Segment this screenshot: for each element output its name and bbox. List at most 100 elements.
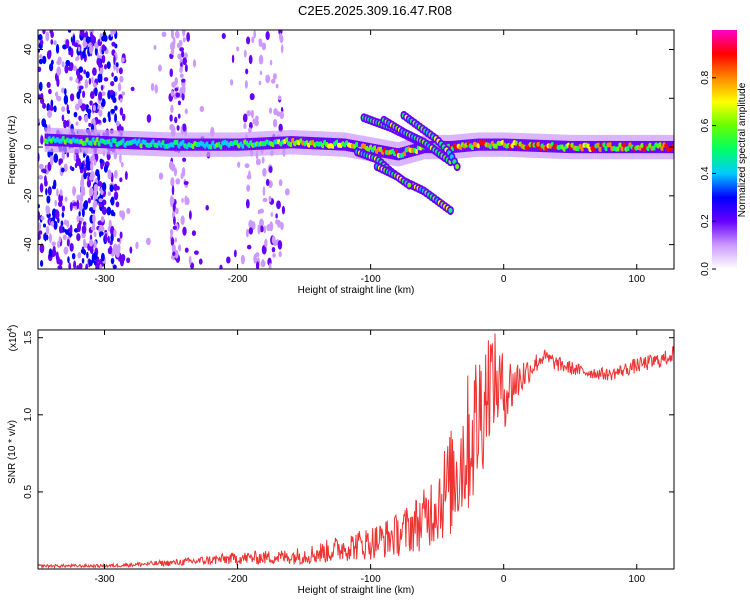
heatmap-cell — [177, 113, 181, 119]
heatmap-cell — [97, 220, 103, 226]
heatmap-cell — [83, 167, 87, 173]
y-tick-label: 0 — [23, 144, 34, 150]
heatmap-cell — [90, 226, 96, 231]
heatmap-cell — [53, 220, 58, 230]
heatmap-cell — [179, 73, 184, 79]
heatmap-cell — [172, 36, 176, 47]
heatmap-cell — [40, 215, 45, 221]
heatmap-cell — [219, 264, 223, 269]
heatmap-cell — [87, 160, 91, 170]
heatmap-cell — [119, 75, 124, 83]
heatmap-cell — [246, 244, 252, 250]
heatmap-cell — [78, 201, 84, 212]
heatmap-cell — [174, 87, 179, 92]
heatmap-cell — [98, 63, 103, 68]
heatmap-cell — [101, 91, 106, 96]
heatmap-cell — [76, 215, 80, 223]
heatmap-cell — [170, 104, 174, 114]
heatmap-cell — [93, 240, 97, 249]
heatmap-cell — [407, 182, 412, 188]
colorbar-bar — [712, 30, 737, 269]
heatmap-cell — [173, 216, 176, 226]
heatmap-cell — [174, 237, 178, 243]
heatmap-cell — [221, 33, 226, 39]
heatmap-cell — [170, 48, 175, 55]
heatmap-cell — [112, 212, 116, 217]
heatmap-cell — [107, 235, 110, 244]
heatmap-cell — [277, 240, 283, 250]
heatmap-cell — [248, 227, 253, 235]
heatmap-cell — [255, 158, 261, 166]
heatmap-cell — [87, 197, 91, 204]
heatmap-cell — [38, 81, 43, 92]
heatmap-cell — [182, 123, 187, 132]
heatmap-cell — [184, 247, 189, 253]
heatmap-cell — [101, 44, 106, 52]
heatmap-cell — [113, 229, 117, 238]
heatmap-cell — [262, 197, 268, 203]
heatmap-cell — [277, 95, 282, 101]
heatmap-cell — [98, 203, 103, 208]
heatmap-cell — [110, 257, 115, 265]
heatmap-cell — [101, 54, 106, 64]
heatmap-cell — [275, 83, 279, 89]
heatmap-cell — [92, 67, 97, 76]
heatmap-cell — [73, 260, 77, 269]
heatmap-cell — [174, 116, 178, 124]
heatmap-cell — [63, 94, 69, 105]
spectrogram-frame — [37, 29, 675, 270]
heatmap-cell — [280, 44, 284, 54]
y-tick-label: 40 — [23, 44, 34, 56]
heatmap-cell — [46, 205, 51, 215]
figure-title: C2E5.2025.309.16.47.R08 — [298, 3, 452, 18]
heatmap-cell — [153, 45, 157, 50]
heatmap-cell — [117, 82, 122, 92]
heatmap-cell — [44, 175, 47, 185]
heatmap-cell — [246, 184, 251, 192]
heatmap-cell — [278, 179, 283, 187]
heatmap-cell — [281, 205, 286, 215]
heatmap-cell — [146, 237, 151, 246]
heatmap-cell — [64, 88, 67, 96]
heatmap-cell — [268, 107, 273, 114]
colorbar-tick-label: 0.2 — [700, 214, 711, 228]
heatmap-cell — [192, 59, 197, 68]
heatmap-cell — [113, 191, 119, 201]
heatmap-cell — [243, 122, 247, 130]
heatmap-cell — [119, 107, 124, 116]
heatmap-cell — [85, 36, 91, 44]
heatmap-cell — [268, 195, 272, 203]
x-tick-label: 0 — [501, 574, 507, 585]
heatmap-cell — [154, 84, 158, 94]
colorbar-tick-label: 0.8 — [700, 70, 711, 84]
heatmap-cell — [38, 230, 43, 235]
heatmap-cell — [55, 209, 58, 216]
heatmap-cell — [80, 178, 85, 188]
heatmap-cell — [55, 43, 60, 54]
heatmap-cell — [50, 39, 54, 45]
heatmap-cell — [158, 172, 164, 180]
heatmap-cell — [253, 30, 257, 39]
heatmap-cell — [79, 30, 85, 37]
heatmap-cell — [129, 246, 133, 254]
heatmap-cell — [86, 108, 92, 114]
heatmap-cell — [80, 103, 86, 112]
heatmap-cell — [107, 111, 111, 119]
heatmap-cell — [63, 219, 68, 226]
heatmap-cell — [109, 89, 114, 95]
y-tick-label: -40 — [23, 237, 34, 252]
heatmap-cell — [81, 52, 86, 59]
x-tick-label: 100 — [628, 574, 645, 585]
heatmap-cell — [42, 223, 47, 228]
heatmap-cell — [78, 88, 82, 94]
heatmap-cell — [71, 252, 76, 260]
heatmap-cell — [271, 235, 276, 244]
heatmap-cell — [63, 246, 69, 255]
heatmap-cell — [53, 179, 57, 190]
heatmap-cell — [263, 225, 267, 234]
x-tick-label: -200 — [228, 574, 248, 585]
heatmap-cell — [177, 100, 181, 106]
heatmap-cell — [104, 64, 108, 70]
heatmap-cell — [190, 262, 195, 269]
heatmap-cell — [38, 222, 42, 231]
